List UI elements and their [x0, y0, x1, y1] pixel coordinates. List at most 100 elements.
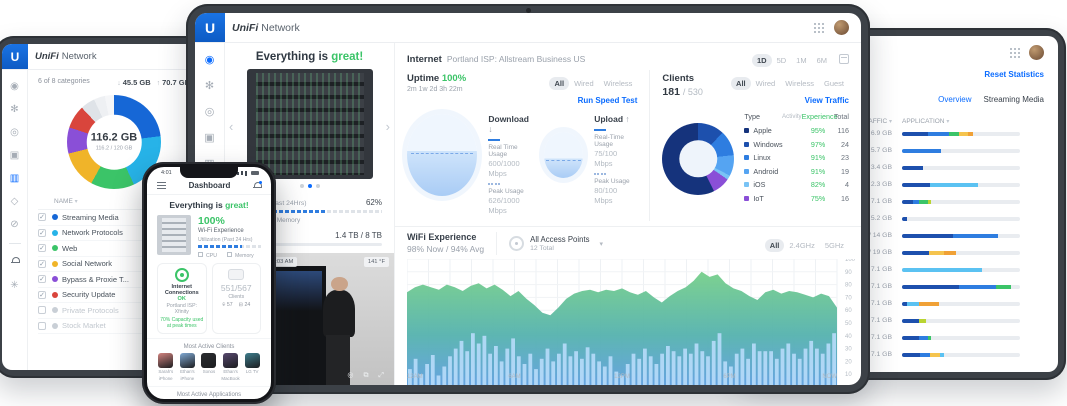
client-type-row[interactable]: iOS 82% 4 — [744, 178, 849, 192]
carousel-dot-active[interactable] — [307, 184, 312, 188]
client-label: Ethan's iPhone — [180, 369, 195, 381]
dashboard-icon[interactable]: ◉ — [204, 54, 215, 66]
application-row[interactable]: / 5.7 GB — [744, 142, 1058, 159]
category-name: Private Protocols — [62, 305, 119, 315]
checkbox[interactable]: ✓ — [38, 259, 46, 268]
application-row[interactable]: / 7.1 GB — [744, 346, 1058, 363]
topology-icon[interactable]: ▣ — [9, 150, 20, 161]
pill-5ghz[interactable]: 5GHz — [824, 240, 844, 250]
application-row[interactable]: / 7.1 GB — [744, 261, 1058, 278]
categories-filter[interactable]: 6 of 8 categories — [38, 78, 90, 85]
pill-wired[interactable]: Wired — [574, 79, 594, 88]
checkbox[interactable]: ✓ — [38, 213, 46, 222]
application-row[interactable]: / 2.3 GB — [744, 176, 1058, 193]
client-type-row[interactable]: Linux 91% 23 — [744, 151, 849, 165]
checkbox[interactable]: ✓ — [38, 275, 46, 284]
client-type-row[interactable]: Android 91% 19 — [744, 165, 849, 179]
unifi-logo: U — [195, 13, 225, 42]
block-icon[interactable]: ⊘ — [10, 219, 19, 230]
carousel-next-icon[interactable]: › — [385, 118, 390, 134]
reset-statistics-link[interactable]: Reset Statistics — [984, 70, 1044, 79]
application-row[interactable]: / 7.1 GB — [744, 193, 1058, 210]
pill-1d[interactable]: 1D — [751, 54, 772, 67]
client-type-row[interactable]: IoT 75% 16 — [744, 192, 849, 206]
application-row[interactable]: / 7.1 GB — [744, 329, 1058, 346]
topology-icon[interactable]: ▣ — [204, 132, 215, 144]
checkbox[interactable] — [38, 321, 46, 330]
pill-wireless[interactable]: Wireless — [785, 79, 814, 88]
stacked-bar — [902, 335, 1020, 340]
rack-thumbnail — [157, 215, 191, 255]
radio-icon[interactable]: ◎ — [204, 106, 215, 118]
download-arrow-icon: ↓ — [488, 124, 493, 134]
hamburger-menu-icon[interactable] — [157, 182, 166, 189]
map-icon[interactable]: ◇ — [10, 196, 19, 207]
client-type-row[interactable]: Windows 97% 24 — [744, 138, 849, 152]
name-column-header[interactable]: NAME — [54, 198, 73, 205]
pill-wireless[interactable]: Wireless — [603, 79, 633, 88]
app-grid-icon[interactable] — [1009, 47, 1020, 58]
internet-connections-card[interactable]: Internet Connections OK Portland ISP: Xf… — [157, 263, 207, 334]
application-row[interactable]: / 7.1 GB — [744, 278, 1058, 295]
application-row[interactable]: / 5.2 GB — [744, 210, 1058, 227]
alerts-bell-icon[interactable] — [10, 257, 20, 268]
tab-streaming-media[interactable]: Streaming Media — [983, 95, 1044, 104]
clients-card[interactable]: 551/567 Clients ⌾ 57 ⊟ 24 — [211, 263, 261, 334]
cpu-toggle[interactable]: CPU — [198, 252, 217, 259]
avatar[interactable] — [1029, 45, 1044, 60]
notifications-bell-icon[interactable] — [253, 180, 262, 190]
pill-1m[interactable]: 1M — [796, 56, 807, 65]
category-color-dot — [52, 276, 58, 283]
settings-gear-icon[interactable]: ✳ — [10, 280, 19, 291]
stacked-bar — [902, 318, 1020, 323]
pill-6m[interactable]: 6M — [816, 56, 827, 65]
application-row[interactable]: / 19 GB — [744, 244, 1058, 261]
dashboard-icon[interactable]: ◉ — [10, 81, 19, 92]
pill-5d[interactable]: 5D — [776, 56, 787, 65]
camera-controls-icons[interactable]: ◎ ⧉ ⤢ — [347, 372, 388, 379]
checkbox[interactable] — [38, 306, 46, 315]
phone-device-card[interactable]: 100% Wi-Fi Experience Utilization (Past … — [147, 213, 271, 263]
carousel-dot[interactable] — [299, 184, 304, 188]
pill-all[interactable]: All — [731, 77, 751, 90]
carousel-dot[interactable] — [315, 184, 320, 188]
pill-2.4ghz[interactable]: 2.4GHz — [789, 240, 815, 250]
pill-all[interactable]: All — [549, 77, 570, 90]
devices-icon[interactable]: ✻ — [204, 80, 215, 92]
stacked-bar — [902, 284, 1020, 289]
clients-filter-pills: All Wired Wireless Guest — [731, 73, 849, 90]
run-speed-test-link[interactable]: Run Speed Test — [577, 96, 638, 105]
category-color-dot — [52, 229, 58, 236]
avatar[interactable] — [834, 20, 849, 35]
access-point-selector[interactable]: All Access Points 12 Total ▾ — [509, 235, 603, 252]
pill-wired[interactable]: Wired — [755, 79, 776, 88]
checkbox[interactable]: ✓ — [38, 228, 46, 237]
application-column-header[interactable]: APPLICATION — [902, 118, 945, 125]
client-type-row[interactable]: Apple 95% 116 — [744, 124, 849, 138]
pill-guest[interactable]: Guest — [823, 79, 844, 88]
category-name: Security Update — [62, 290, 116, 300]
devices-icon[interactable]: ✻ — [10, 104, 19, 115]
tab-overview[interactable]: Overview — [938, 95, 972, 104]
application-row[interactable]: / 14 GB — [744, 227, 1058, 244]
clients-table: Type Activity Experience Total Apple 95% 116 W… — [744, 112, 849, 205]
client-label: LG TV — [245, 369, 259, 374]
application-row[interactable]: / 3.4 GB — [744, 159, 1058, 176]
application-row[interactable]: / 6.9 GB — [744, 125, 1058, 142]
carousel-prev-icon[interactable]: ‹ — [229, 118, 234, 134]
application-row[interactable]: / 7.1 GB — [744, 295, 1058, 312]
checkbox[interactable]: ✓ — [38, 290, 46, 299]
radio-icon[interactable]: ◎ — [10, 127, 19, 138]
statistics-icon[interactable]: ▥ — [9, 173, 20, 184]
internet-filter-pills: All Wired Wireless — [549, 73, 637, 90]
stacked-bar — [902, 250, 1020, 255]
view-traffic-link[interactable]: View Traffic — [804, 96, 849, 105]
checkbox[interactable]: ✓ — [38, 244, 46, 253]
traffic-column-header[interactable]: TRAFFIC — [859, 118, 888, 125]
application-row[interactable]: / 7.1 GB — [744, 312, 1058, 329]
memory-toggle[interactable]: Memory — [226, 252, 254, 259]
calendar-icon[interactable] — [839, 54, 849, 64]
legend-tick — [594, 129, 607, 131]
pill-all[interactable]: All — [764, 238, 785, 252]
app-grid-icon[interactable] — [813, 22, 824, 33]
